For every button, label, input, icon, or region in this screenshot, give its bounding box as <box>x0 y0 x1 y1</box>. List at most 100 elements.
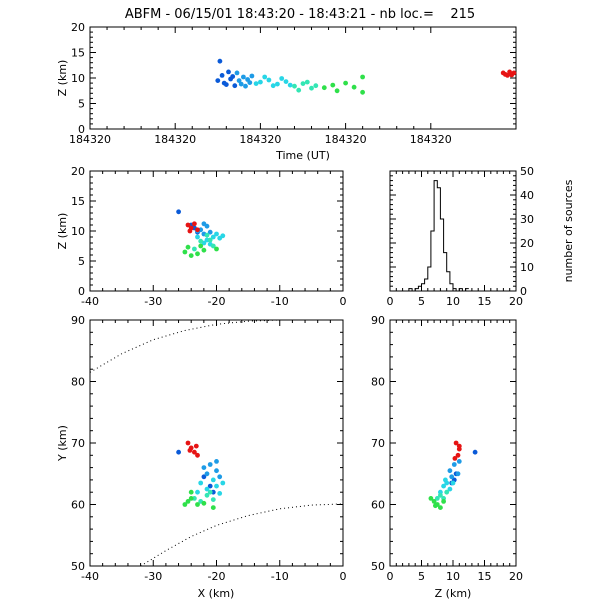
z-y-source-point <box>434 496 440 501</box>
time-height-source-point <box>360 89 365 95</box>
altitude-histogram-y-tick-label: 50 <box>520 165 534 178</box>
z-y-source-point <box>456 443 462 449</box>
z-y-source-point <box>456 459 462 464</box>
x-z-source-point <box>187 228 193 234</box>
x-y-source-point <box>217 491 223 496</box>
z-y-source-point <box>455 471 461 477</box>
z-y-source-point <box>452 456 458 461</box>
time-height-y-axis-label: Z (km) <box>56 60 69 97</box>
altitude-histogram-y-tick-label: 30 <box>520 213 534 226</box>
time-height-source-point <box>243 83 248 89</box>
time-height-source-point <box>226 69 231 75</box>
time-height-x-axis-label: Time (UT) <box>275 149 330 162</box>
z-y-y-tick-label: 60 <box>371 499 385 512</box>
z-y-source-point <box>438 505 443 510</box>
figure-title: ABFM - 06/15/01 18:43:20 - 18:43:21 - nb… <box>125 7 475 22</box>
time-height-source-point <box>232 83 238 89</box>
x-y-x-tick-label: -20 <box>208 570 226 583</box>
x-y-source-point <box>201 474 207 480</box>
x-y-source-point <box>201 465 207 470</box>
x-z-source-point <box>195 251 200 257</box>
x-y-source-point <box>195 489 200 495</box>
z-y-source-point <box>455 452 461 458</box>
time-height-source-point <box>249 73 255 79</box>
time-height-x-tick-label: 184320 <box>325 133 367 146</box>
z-y-source-point <box>444 489 450 495</box>
x-y-source-point <box>188 496 194 501</box>
time-height-y-tick-label: 15 <box>71 47 85 60</box>
x-z-source-point <box>188 253 194 258</box>
x-y-x-tick-label: -40 <box>81 570 99 583</box>
x-z-source-point <box>192 221 197 227</box>
x-y-source-point <box>193 443 199 449</box>
x-y-source-point <box>204 492 210 498</box>
x-y-source-point <box>217 474 223 480</box>
time-height-source-point <box>321 85 327 91</box>
time-height-x-tick-label: 184320 <box>69 133 111 146</box>
time-height-source-point <box>313 83 319 89</box>
time-height-source-point <box>247 80 253 85</box>
z-y-x-axis-label: Z (km) <box>435 587 472 600</box>
time-height-source-point <box>241 74 246 80</box>
z-y-y-tick-label: 70 <box>371 437 385 450</box>
x-z-source-point <box>182 249 188 255</box>
z-y-source-point <box>472 449 478 455</box>
x-z-y-tick-label: 20 <box>71 165 85 178</box>
x-y-source-point <box>192 449 197 455</box>
z-y-y-tick-label: 50 <box>371 560 385 573</box>
x-y-source-point <box>201 500 207 506</box>
altitude-histogram-bar <box>431 231 434 291</box>
time-height-source-point <box>215 78 221 83</box>
x-y-y-tick-label: 60 <box>71 499 85 512</box>
time-height-source-point <box>309 85 314 91</box>
z-y-x-tick-label: 20 <box>509 570 523 583</box>
x-z-x-tick-label: -30 <box>144 295 162 308</box>
x-y-x-axis-label: X (km) <box>198 587 235 600</box>
x-z-source-point <box>195 234 200 240</box>
x-y-source-point <box>214 483 219 489</box>
x-y-source-point <box>207 483 213 489</box>
x-z-source-point <box>192 246 197 252</box>
x-y-y-tick-label: 70 <box>71 437 85 450</box>
time-height-source-point <box>258 79 263 85</box>
altitude-histogram-x-tick-label: 0 <box>387 295 394 308</box>
z-y-plot-frame <box>389 319 517 567</box>
time-height-x-tick-label: 184320 <box>410 133 452 146</box>
z-y-source-point <box>450 480 456 486</box>
time-height-source-point <box>343 80 348 86</box>
x-y-source-point <box>195 452 200 458</box>
x-y-source-point <box>210 477 216 483</box>
time-height-source-point <box>292 83 297 89</box>
time-height-source-point <box>262 74 268 80</box>
z-y-y-tick-label: 80 <box>371 376 385 389</box>
time-height-source-point <box>300 81 306 86</box>
altitude-histogram-y-axis-label: number of sources <box>562 179 575 282</box>
time-height-source-point <box>253 81 259 86</box>
z-y-source-point <box>431 499 437 504</box>
x-z-source-point <box>204 232 210 238</box>
x-z-x-tick-label: -20 <box>208 295 226 308</box>
x-y-source-point <box>207 489 213 495</box>
x-y-source-point <box>210 505 216 510</box>
x-z-y-tick-label: 15 <box>71 195 85 208</box>
z-y-source-point <box>451 462 457 467</box>
z-y-source-point <box>441 483 446 489</box>
z-y-source-point <box>428 496 434 501</box>
x-y-plot-frame <box>89 319 344 567</box>
time-height-source-point <box>502 72 508 77</box>
altitude-histogram-bar <box>440 219 443 291</box>
x-z-source-point <box>176 209 182 215</box>
x-y-source-point <box>214 468 219 474</box>
x-z-source-point <box>185 244 191 250</box>
x-y-y-tick-label: 50 <box>71 560 85 573</box>
x-z-source-point <box>195 227 200 233</box>
altitude-histogram-y-tick-label: 40 <box>520 189 534 202</box>
altitude-histogram-step-line <box>408 180 469 292</box>
z-y-source-point <box>449 474 455 480</box>
z-y-x-tick-label: 0 <box>387 570 394 583</box>
x-z-y-tick-label: 10 <box>71 225 85 238</box>
x-y-source-point <box>207 462 213 467</box>
time-height-plot-frame <box>89 26 517 130</box>
x-z-y-tick-label: 0 <box>78 285 85 298</box>
